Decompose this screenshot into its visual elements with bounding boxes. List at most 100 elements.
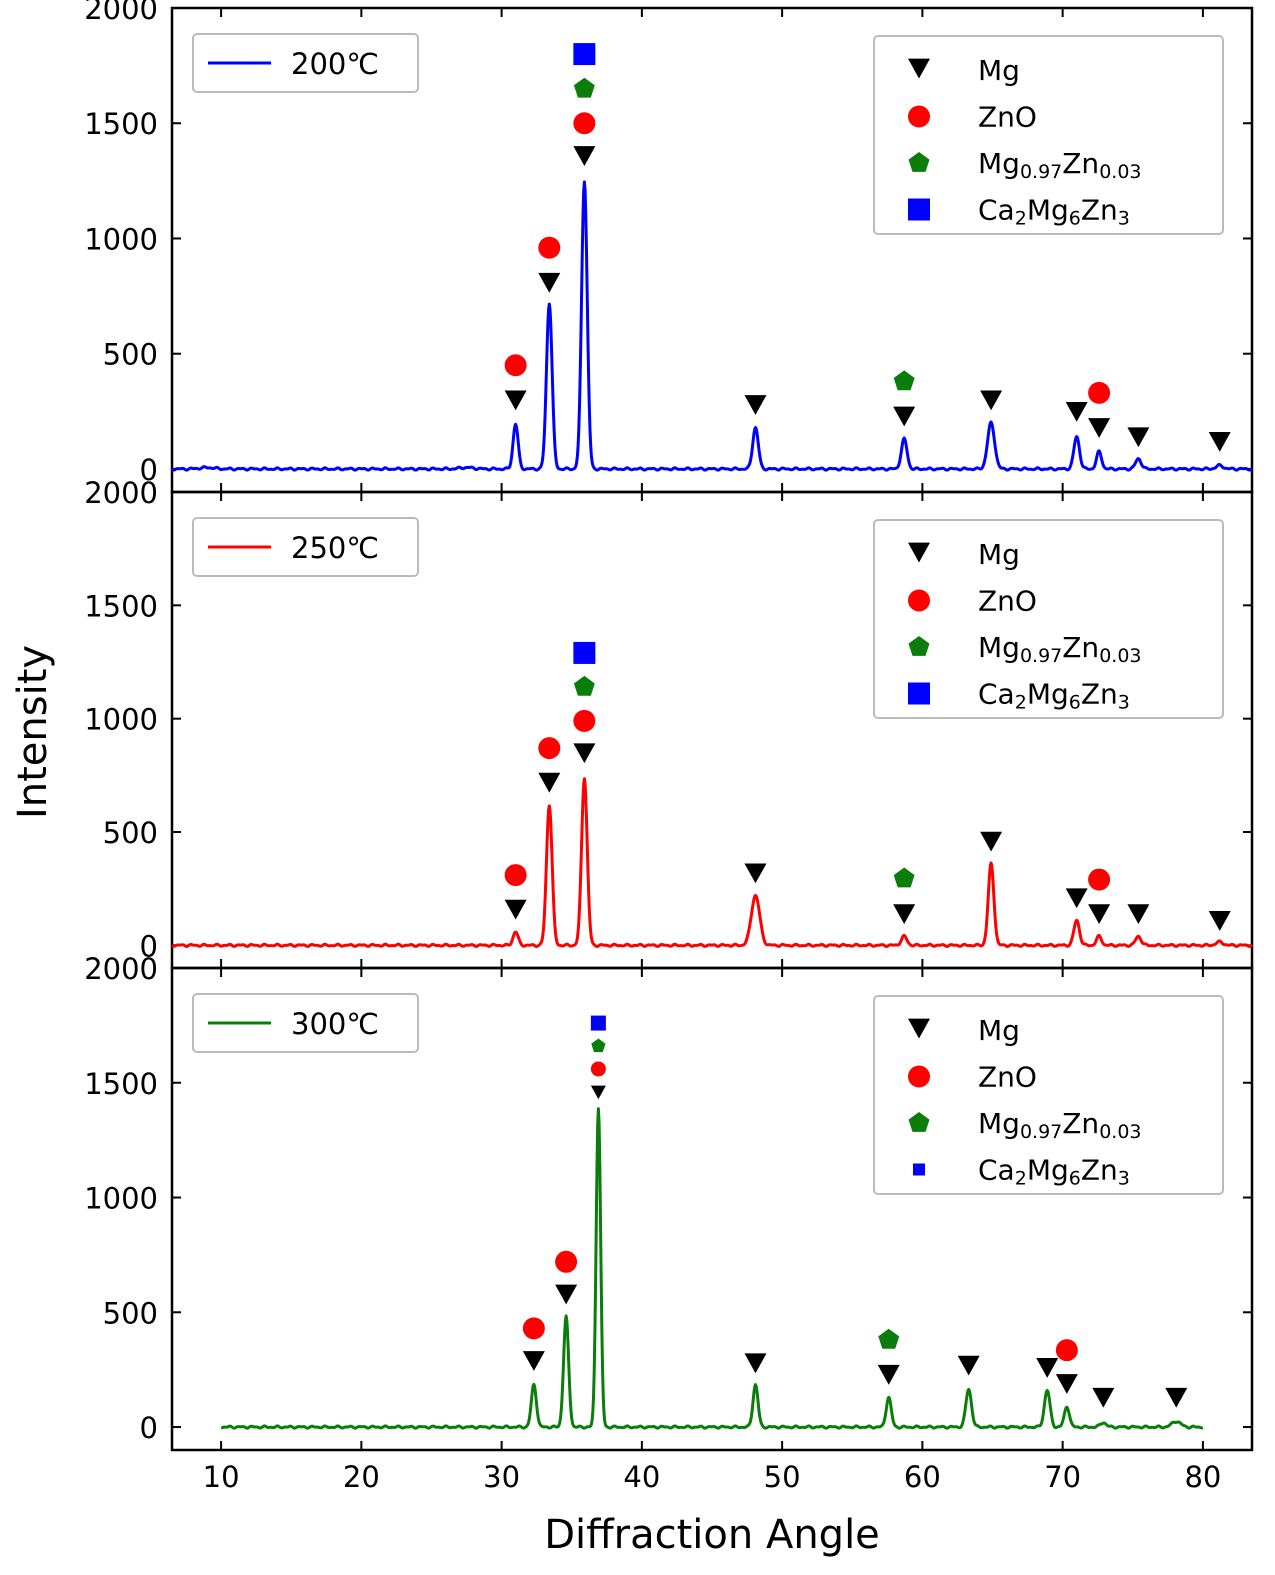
peak-marker-mgzn: [878, 1328, 900, 1349]
legend-marker-mg: [908, 542, 930, 563]
peak-marker-mg: [573, 743, 596, 764]
peak-marker-mg: [744, 1353, 767, 1374]
x-tick-label: 70: [1044, 1460, 1081, 1494]
x-tick-label: 30: [483, 1460, 520, 1494]
legend-marker-camgzn: [908, 682, 930, 705]
x-tick-label: 40: [623, 1460, 660, 1494]
series-legend-box: [192, 33, 419, 93]
peak-marker-mgzn: [893, 867, 915, 888]
legend-label-mgzn: Mg0.97Zn0.03: [978, 147, 1142, 183]
legend-marker-zno: [908, 589, 930, 612]
y-tick-label: 1000: [84, 703, 158, 737]
y-tick-label: 2000: [84, 952, 158, 986]
y-tick-label: 0: [140, 929, 158, 963]
peak-marker-mg: [1092, 1387, 1115, 1408]
y-tick-label: 500: [103, 1296, 158, 1330]
y-tick-label: 1500: [84, 589, 158, 623]
series-legend-label: 300℃: [291, 1007, 379, 1041]
y-axis-label: Intensity: [10, 645, 56, 819]
legend-label-camgzn: Ca2Mg6Zn3: [978, 194, 1130, 230]
peak-marker-zno: [1088, 868, 1111, 891]
panel-250: 0 500 1000 1500 2000 250℃ Mg ZnO Mg0.97Zn0.03 Ca2…: [84, 476, 1254, 970]
legend-label-zno: ZnO: [978, 101, 1037, 134]
peak-marker-zno: [1088, 381, 1111, 404]
legend-marker-zno: [908, 105, 930, 128]
peak-marker-mg: [538, 272, 561, 293]
y-tick-label: 0: [140, 1411, 158, 1445]
x-tick-label: 10: [203, 1460, 240, 1494]
y-tick-label: 500: [103, 338, 158, 372]
peak-marker-mg: [1088, 418, 1111, 438]
peak-marker-mg: [980, 831, 1003, 852]
legend-marker-mg: [908, 1018, 930, 1039]
y-tick-label: 1500: [84, 1067, 158, 1101]
peak-marker-mg: [744, 863, 767, 884]
peak-marker-mgzn: [573, 77, 595, 98]
legend-label-mgzn: Mg0.97Zn0.03: [978, 1107, 1142, 1143]
series-legend-box: [192, 993, 419, 1053]
panel-300: 0 500 1000 1500 2000 300℃ Mg ZnO Mg0.97Zn0.03 Ca2…: [84, 952, 1254, 1452]
peak-marker-mg: [1036, 1358, 1059, 1378]
x-tick-label: 80: [1184, 1460, 1221, 1494]
legend-marker-camgzn: [913, 1163, 925, 1176]
legend-marker-mgzn: [908, 152, 930, 172]
peak-marker-mg: [1165, 1387, 1188, 1408]
peak-marker-mg: [957, 1355, 980, 1376]
peak-marker-zno: [538, 737, 561, 760]
peak-marker-mg: [1055, 1374, 1078, 1394]
phase-legend-box: [873, 35, 1224, 235]
series-legend-label: 200℃: [291, 47, 379, 81]
peak-marker-mgzn: [591, 1038, 606, 1053]
phase-legend-box: [873, 519, 1224, 719]
legend-label-mg: Mg: [978, 54, 1020, 87]
peak-marker-zno: [573, 709, 596, 732]
peak-marker-camgzn: [590, 1015, 606, 1031]
legend-label-camgzn: Ca2Mg6Zn3: [978, 678, 1130, 714]
panel-frame: [170, 966, 1254, 1452]
peak-marker-mg: [1127, 904, 1150, 925]
x-tick-label: 50: [764, 1460, 801, 1494]
peak-marker-mg: [504, 899, 527, 920]
peak-marker-zno: [504, 864, 527, 887]
legend-marker-mg: [908, 58, 930, 79]
peak-marker-zno: [522, 1317, 545, 1340]
phase-legend-box: [873, 995, 1224, 1195]
x-axis-label: Diffraction Angle: [544, 1512, 880, 1558]
legend-label-mgzn: Mg0.97Zn0.03: [978, 631, 1142, 667]
series-line-250: [171, 777, 1253, 948]
peak-marker-mgzn: [893, 370, 915, 391]
series-line-200: [171, 180, 1253, 472]
y-tick-label: 1000: [84, 1182, 158, 1216]
peak-marker-zno: [573, 112, 596, 135]
peak-marker-mg: [980, 390, 1003, 411]
y-tick-label: 500: [103, 816, 158, 850]
peak-marker-camgzn: [573, 43, 596, 66]
peak-marker-mg: [590, 1085, 606, 1100]
panel-200: 0 500 1000 1500 2000 200℃ Mg ZnO Mg0.97Zn0.03 Ca2…: [84, 0, 1254, 494]
series-legend-box: [192, 517, 419, 577]
peak-marker-mg: [1127, 427, 1150, 448]
peak-marker-mg: [1065, 401, 1088, 422]
legend-label-mg: Mg: [978, 1014, 1020, 1047]
peak-marker-mgzn: [573, 675, 595, 696]
legend-label-zno: ZnO: [978, 585, 1037, 618]
x-tick-label: 20: [343, 1460, 380, 1494]
y-tick-label: 1000: [84, 222, 158, 256]
plot-layer: 10 20 30 40 50 60 70 80 0 500 1000 1500 2000 200℃ Mg Zn…: [84, 0, 1254, 1494]
legend-marker-mgzn: [908, 1112, 930, 1132]
peak-marker-mg: [877, 1364, 900, 1385]
legend-marker-mgzn: [908, 636, 930, 656]
peak-marker-mg: [1088, 904, 1111, 925]
peak-marker-mg: [1208, 911, 1231, 931]
peak-marker-mg: [555, 1284, 578, 1305]
peak-marker-mg: [744, 395, 767, 415]
peak-marker-mg: [522, 1351, 545, 1371]
peak-marker-mg: [893, 406, 916, 427]
series-line-300: [220, 1107, 1204, 1430]
y-tick-label: 0: [140, 453, 158, 487]
peak-marker-zno: [1055, 1339, 1078, 1362]
peak-marker-mg: [573, 146, 596, 166]
legend-marker-zno: [908, 1065, 930, 1088]
legend-label-camgzn: Ca2Mg6Zn3: [978, 1154, 1130, 1190]
